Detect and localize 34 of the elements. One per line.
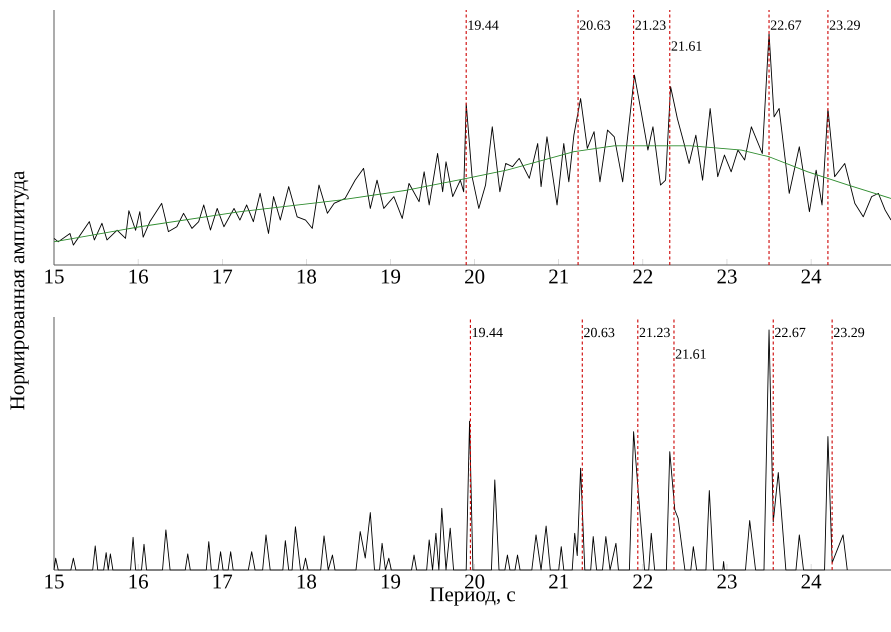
x-tick-label: 21 [549, 270, 568, 284]
x-tick-label: 24 [802, 574, 822, 588]
text: 23.29 [830, 20, 860, 30]
x-tick-label: 22 [633, 574, 652, 588]
x-tick-label: 16 [130, 270, 148, 284]
annotation: 21.61 [672, 41, 702, 51]
text: 20.63 [580, 20, 610, 30]
x-tick-label: 17 [214, 574, 232, 588]
x-tick-label: 15 [45, 270, 64, 284]
annotation: 19.44 [472, 328, 503, 338]
y-axis-title: Нормированная амплитуда [10, 170, 29, 410]
x-tick-label: 22 [633, 270, 652, 284]
x-tick-label: 24 [802, 270, 822, 284]
x-tick-label: 20 [465, 270, 484, 284]
x-tick-label: 18 [298, 270, 316, 284]
x-axis-title: Период, с [430, 587, 516, 606]
x-tick-label: 15 [45, 574, 64, 589]
annotation: 23.29 [834, 328, 864, 338]
x-tick-label: 23 [717, 270, 737, 284]
x-tick-label: 16 [130, 574, 148, 589]
x-tick-label: 19 [382, 270, 400, 284]
x-tick-label: 17 [214, 270, 232, 284]
annotation: 22.67 [775, 328, 806, 338]
annotation: 21.61 [676, 349, 706, 359]
annotation: 20.63 [584, 328, 614, 338]
x-tick-label: 18 [298, 574, 316, 589]
x-tick-label: 21 [549, 574, 568, 588]
x-tick-label: 19 [382, 574, 400, 589]
annotation: 21.23 [640, 328, 670, 338]
text: 21.23 [635, 20, 666, 30]
x-tick-label: 23 [717, 574, 737, 589]
x-tick-label: 20 [465, 574, 484, 589]
text: 19.44 [468, 20, 499, 30]
text: 22.67 [770, 20, 802, 30]
